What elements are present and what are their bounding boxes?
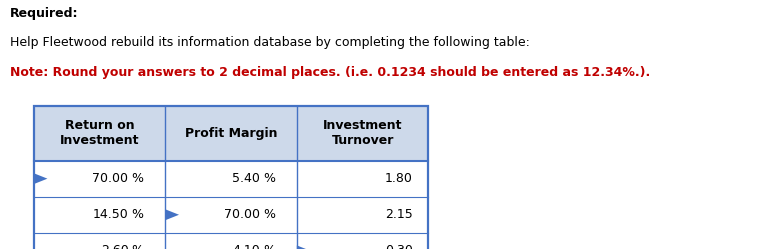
Text: %: % — [263, 244, 275, 249]
Text: 1.80: 1.80 — [385, 172, 412, 185]
Text: Note: Round your answers to 2 decimal places. (i.e. 0.1234 should be entered as : Note: Round your answers to 2 decimal pl… — [10, 66, 650, 79]
Text: 14.50: 14.50 — [93, 208, 129, 221]
Text: 5.40: 5.40 — [232, 172, 260, 185]
Text: %: % — [132, 244, 144, 249]
Text: 2.15: 2.15 — [385, 208, 412, 221]
Text: %: % — [132, 208, 144, 221]
Text: Help Fleetwood rebuild its information database by completing the following tabl: Help Fleetwood rebuild its information d… — [10, 36, 530, 49]
Text: 0.30: 0.30 — [385, 244, 412, 249]
Text: %: % — [263, 208, 275, 221]
Text: 70.00: 70.00 — [93, 172, 129, 185]
Text: Return on
Investment: Return on Investment — [60, 119, 139, 147]
Polygon shape — [297, 246, 311, 249]
Text: 70.00: 70.00 — [224, 208, 260, 221]
Text: 2.60: 2.60 — [101, 244, 129, 249]
Polygon shape — [34, 173, 47, 184]
Bar — [34, 106, 428, 161]
Text: Profit Margin: Profit Margin — [185, 127, 277, 140]
Bar — [34, 106, 428, 249]
Bar — [34, 233, 428, 249]
Text: Investment
Turnover: Investment Turnover — [323, 119, 402, 147]
Text: 4.10: 4.10 — [233, 244, 260, 249]
Text: Required:: Required: — [10, 7, 79, 20]
Bar — [34, 161, 428, 197]
Text: %: % — [263, 172, 275, 185]
Polygon shape — [165, 209, 179, 220]
Bar — [34, 197, 428, 233]
Text: %: % — [132, 172, 144, 185]
